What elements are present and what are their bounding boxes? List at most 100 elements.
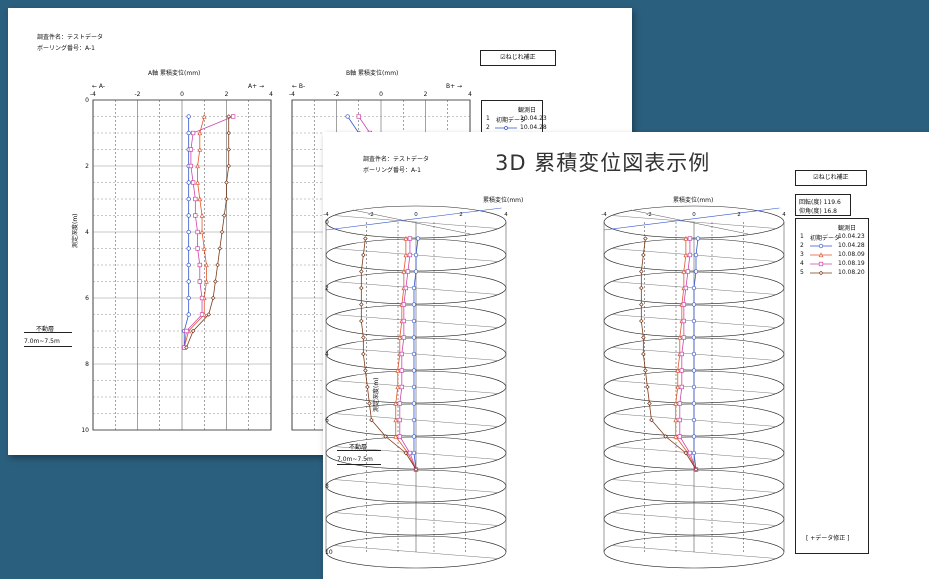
legend-name: 初期データ	[496, 117, 527, 124]
data-point	[393, 417, 399, 423]
data-point	[691, 384, 697, 390]
data-point	[645, 384, 650, 390]
series-line	[347, 116, 360, 134]
data-point	[683, 252, 689, 258]
a-axis-title: A軸 累積変位(mm)	[148, 70, 201, 77]
legend-date: 10.08.19	[838, 260, 865, 267]
data-point	[639, 302, 644, 307]
data-point	[345, 114, 350, 119]
data-point	[197, 146, 203, 152]
y-tick-label: 6	[85, 295, 89, 302]
x-tick-label: 2	[459, 212, 463, 218]
data-point	[641, 351, 646, 357]
fixed-layer-divider	[337, 450, 381, 451]
elevation-value: 仰角(度) 16.8	[799, 208, 837, 215]
chart-3d: -4 -2 0 2 4 -4 -2 0 2 4 0 2 4 6 8 10	[323, 205, 786, 569]
data-point	[673, 400, 679, 406]
legend-no: 2	[800, 242, 804, 249]
data-point	[397, 401, 402, 406]
x-tick-label: 0	[180, 91, 184, 98]
data-point	[195, 246, 200, 251]
data-point	[691, 318, 697, 324]
data-point	[186, 130, 191, 136]
legend-no: 2	[486, 124, 490, 131]
data-point	[193, 196, 198, 202]
data-point	[675, 384, 681, 390]
data-point	[215, 262, 220, 268]
plot-title-left: 累積変位(mm)	[483, 197, 524, 204]
data-point	[397, 434, 402, 439]
data-point	[411, 351, 417, 357]
data-point	[204, 278, 209, 284]
fixed-layer-label: 不動層	[349, 444, 368, 451]
y-tick-label: 10	[325, 549, 333, 556]
boring-number: ボーリング番号：A-1	[363, 167, 421, 174]
data-point	[226, 114, 232, 119]
data-point	[184, 328, 189, 334]
data-point	[195, 179, 200, 185]
data-point	[199, 312, 205, 317]
axis-b-line	[630, 209, 749, 235]
b-minus-label: ← B-	[292, 83, 306, 90]
boring-number: ボーリング番号：A-1	[37, 45, 95, 52]
data-point	[221, 213, 227, 218]
b-plus-label: B+ →	[446, 83, 463, 90]
data-point	[641, 335, 646, 340]
data-point	[687, 236, 693, 241]
report-sheet-3d: 調査件名：テストデータ ボーリング番号：A-1 3D 累積変位図表示例 ☑ねじれ…	[323, 132, 929, 579]
y-tick-label: 6	[325, 417, 329, 424]
data-edit-button[interactable]: [ +データ修正 ]	[806, 535, 850, 542]
x-tick-label: -2	[334, 91, 340, 98]
legend-swatch-marker	[818, 252, 824, 258]
data-point	[361, 335, 366, 340]
data-point	[683, 235, 689, 241]
data-point	[219, 229, 225, 235]
x-tick-label: -4	[90, 91, 96, 98]
x-tick-label: -4	[601, 212, 607, 218]
plot-title-right: 累積変位(mm)	[673, 197, 714, 204]
legend-no: 1	[486, 115, 490, 122]
data-point	[186, 262, 191, 268]
data-point	[403, 450, 409, 456]
x-tick-label: 0	[414, 212, 418, 218]
x-tick-label: -2	[368, 212, 373, 218]
data-point	[681, 302, 686, 307]
y-tick-label: 4	[85, 229, 89, 236]
data-point	[217, 246, 223, 251]
data-point	[186, 279, 191, 284]
series-line	[358, 116, 371, 134]
data-point	[361, 252, 366, 258]
data-point	[184, 345, 189, 350]
data-point	[411, 318, 417, 324]
data-point	[393, 400, 399, 406]
legend-no: 4	[800, 260, 804, 267]
twist-correction-button[interactable]: ☑ねじれ補正	[795, 170, 867, 186]
legend-swatch	[810, 270, 832, 276]
survey-name: 調査件名：テストデータ	[37, 34, 104, 41]
legend-date: 10.04.28	[520, 124, 547, 131]
data-point	[685, 269, 691, 274]
data-point	[186, 229, 191, 235]
y-tick-label: 0	[85, 97, 89, 104]
twist-correction-button[interactable]: ☑ねじれ補正	[480, 50, 556, 66]
data-point	[186, 180, 191, 185]
data-point	[190, 130, 196, 136]
y-tick-label: 8	[85, 361, 89, 368]
y-tick-label: 2	[85, 163, 89, 170]
legend-no: 3	[800, 251, 804, 258]
data-point	[681, 335, 686, 340]
y-axis-label: 測定深度(m)	[373, 377, 380, 412]
data-point	[673, 417, 679, 423]
x-tick-label: -4	[323, 212, 329, 218]
data-point	[383, 434, 388, 439]
data-point	[681, 268, 687, 274]
data-point	[407, 252, 413, 258]
data-point	[210, 295, 216, 301]
data-point	[199, 212, 205, 218]
data-point	[206, 312, 211, 317]
data-point	[399, 351, 404, 357]
data-point	[365, 384, 370, 390]
data-point	[691, 285, 697, 291]
data-point	[677, 401, 682, 406]
data-point	[687, 252, 693, 258]
